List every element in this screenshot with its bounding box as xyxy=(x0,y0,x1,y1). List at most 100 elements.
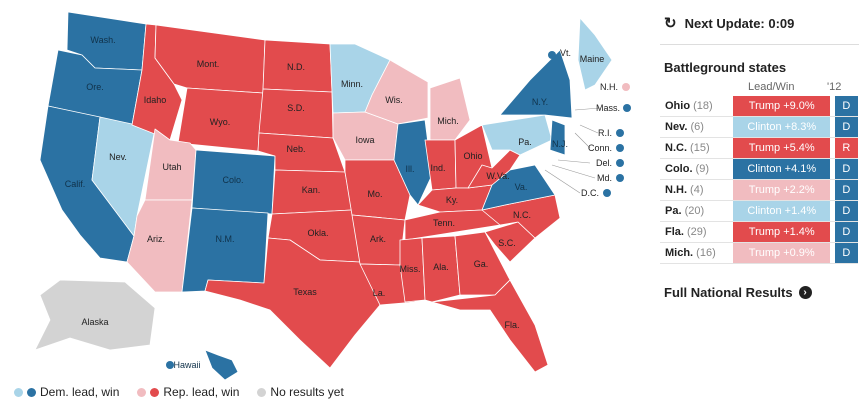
battleground-state-name: Ohio xyxy=(665,100,691,112)
state-label-nc: N.C. xyxy=(513,210,531,220)
legend-label-no-results: No results yet xyxy=(270,385,344,399)
battleground-2012-result: D xyxy=(834,242,858,264)
state-wis[interactable] xyxy=(364,59,429,125)
arrow-right-circle-icon: › xyxy=(798,286,812,299)
battleground-state: N.H. (4) xyxy=(660,179,734,201)
state-label-ri: R.I. xyxy=(598,128,612,138)
battleground-2012-result: D xyxy=(834,221,858,243)
state-label-ariz: Ariz. xyxy=(147,234,165,244)
state-wva[interactable] xyxy=(467,149,521,189)
callout-line-md xyxy=(551,164,596,179)
battleground-state-name: Fla. xyxy=(665,226,684,238)
state-label-vt: Vt. xyxy=(560,48,571,58)
refresh-icon[interactable]: ↻ xyxy=(664,15,677,32)
callout-line-ri xyxy=(579,124,599,134)
battleground-lead: Trump +0.9% xyxy=(733,242,831,264)
battleground-state-name: Colo. xyxy=(665,163,693,175)
battleground-state: Ohio (18) xyxy=(660,96,734,117)
full-results-label: Full National Results xyxy=(664,285,793,300)
state-dot-nh[interactable] xyxy=(622,83,630,91)
battleground-electoral-votes: (29) xyxy=(683,226,707,238)
battleground-2012-result: D xyxy=(834,200,858,222)
battleground-electoral-votes: (15) xyxy=(687,142,710,154)
battleground-state-name: N.H. xyxy=(665,184,687,196)
state-label-ala: Ala. xyxy=(433,262,449,272)
battleground-2012-result: D xyxy=(834,116,858,138)
state-label-dc: D.C. xyxy=(581,188,599,198)
state-label-wva: W.Va. xyxy=(486,171,509,181)
state-dot-dc[interactable] xyxy=(603,189,611,197)
state-label-ore: Ore. xyxy=(86,82,104,92)
state-label-fla: Fla. xyxy=(504,320,519,330)
state-label-alaska: Alaska xyxy=(81,317,108,327)
state-ny[interactable] xyxy=(499,49,573,119)
state-maine[interactable] xyxy=(577,17,613,91)
state-dot-conn[interactable] xyxy=(616,144,624,152)
state-dot-ri[interactable] xyxy=(616,129,624,137)
state-label-iowa: Iowa xyxy=(355,135,374,145)
battleground-2012-result: D xyxy=(834,158,858,180)
battleground-electoral-votes: (4) xyxy=(687,184,704,196)
state-label-va: Va. xyxy=(515,182,528,192)
state-ariz[interactable] xyxy=(126,199,193,293)
state-fla[interactable] xyxy=(431,279,549,373)
state-sd[interactable] xyxy=(258,88,334,139)
battleground-gap xyxy=(830,221,835,243)
state-label-wyo: Wyo. xyxy=(210,117,230,127)
state-label-ind: Ind. xyxy=(430,163,445,173)
state-label-conn: Conn. xyxy=(588,143,612,153)
battleground-2012-result: D xyxy=(834,96,858,117)
callout-line-conn xyxy=(574,132,591,149)
battleground-lead: Trump +5.4% xyxy=(733,137,831,159)
state-label-maine: Maine xyxy=(580,54,605,64)
battleground-gap xyxy=(830,242,835,264)
state-miss[interactable] xyxy=(399,237,426,303)
state-label-sd: S.D. xyxy=(287,103,305,113)
battleground-state-name: N.C. xyxy=(665,142,687,154)
state-dot-mass[interactable] xyxy=(623,104,631,112)
state-alaska[interactable] xyxy=(34,279,156,351)
state-label-mass: Mass. xyxy=(596,103,620,113)
state-label-la: La. xyxy=(373,288,386,298)
state-label-wash: Wash. xyxy=(90,35,115,45)
state-hawaii[interactable] xyxy=(204,349,239,381)
legend-swatch-rep-win xyxy=(150,387,160,397)
battleground-gap xyxy=(830,116,835,138)
state-nm[interactable] xyxy=(181,207,269,293)
state-label-mo: Mo. xyxy=(367,189,382,199)
battleground-gap xyxy=(830,158,835,180)
battleground-state: Fla. (29) xyxy=(660,221,734,243)
state-pa[interactable] xyxy=(481,114,553,156)
state-label-pa: Pa. xyxy=(518,137,532,147)
state-label-nm: N.M. xyxy=(216,234,235,244)
state-dot-vt[interactable] xyxy=(548,51,556,59)
battleground-row: Ohio (18) Trump +9.0% D xyxy=(660,96,858,117)
state-label-calif: Calif. xyxy=(65,179,86,189)
battleground-row: Nev. (6) Clinton +8.3% D xyxy=(660,116,858,138)
state-dot-hawaii xyxy=(166,361,174,369)
battleground-state: Nev. (6) xyxy=(660,116,734,138)
battleground-lead: Clinton +4.1% xyxy=(733,158,831,180)
state-label-nj: N.J. xyxy=(552,139,568,149)
full-results-link[interactable]: Full National Results › xyxy=(664,285,812,300)
state-ala[interactable] xyxy=(421,235,461,303)
state-nj[interactable] xyxy=(549,119,566,156)
col-header-prev: '12 xyxy=(827,81,842,93)
callout-line-mass xyxy=(574,107,601,111)
state-sc[interactable] xyxy=(484,221,536,263)
legend-item-dem: Dem. lead, win xyxy=(14,385,119,399)
battleground-table: Ohio (18) Trump +9.0% D Nev. (6) Clinton +8.… xyxy=(660,96,858,264)
battleground-row: N.C. (15) Trump +5.4% R xyxy=(660,137,858,159)
battleground-lead: Clinton +8.3% xyxy=(733,116,831,138)
battleground-lead: Trump +2.2% xyxy=(733,179,831,201)
state-mich[interactable] xyxy=(429,77,471,141)
legend-swatch-dem-win xyxy=(27,387,36,397)
state-label-nh: N.H. xyxy=(600,82,618,92)
battleground-row: Fla. (29) Trump +1.4% D xyxy=(660,221,858,243)
state-label-ky: Ky. xyxy=(446,195,458,205)
us-election-map: Wash. Ore. Calif. Nev. Idaho Mont. Wyo. Utah Ari… xyxy=(34,11,631,381)
state-dot-del[interactable] xyxy=(616,159,624,167)
state-dot-md[interactable] xyxy=(616,174,624,182)
state-texas[interactable] xyxy=(204,237,381,369)
battleground-lead: Trump +9.0% xyxy=(733,96,831,117)
